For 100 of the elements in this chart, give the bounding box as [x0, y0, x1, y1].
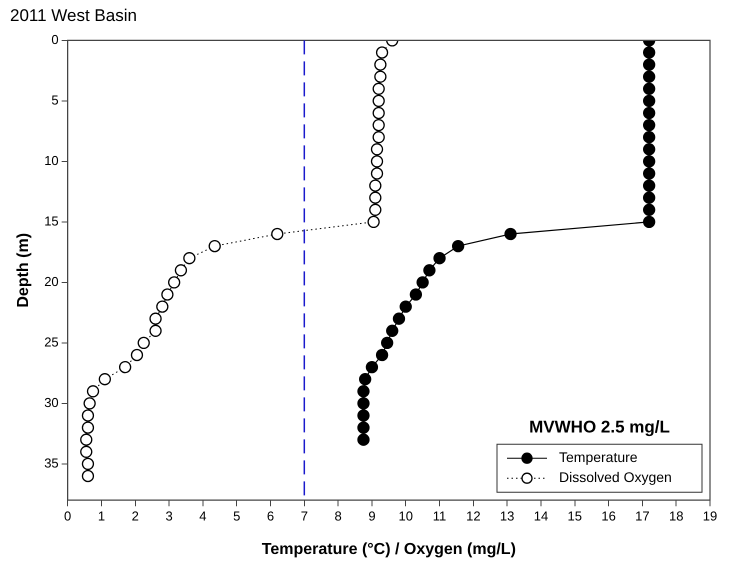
x-tick-label: 17 [635, 508, 650, 524]
point [642, 58, 656, 71]
x-tick-label: 13 [500, 508, 514, 524]
chart-title: 2011 West Basin [10, 6, 137, 25]
point [374, 58, 387, 71]
point [376, 348, 388, 362]
point [372, 106, 385, 120]
legend-label: Temperature [559, 449, 638, 466]
point [149, 324, 162, 337]
legend-label: Dissolved Oxygen [559, 469, 672, 486]
point [372, 94, 385, 108]
point [369, 192, 382, 204]
x-tick-label: 8 [334, 508, 342, 524]
x-axis-title: Temperature (°C) / Oxygen (mg/L) [262, 540, 516, 558]
point [386, 324, 398, 337]
point [370, 143, 384, 156]
y-tick-label: 0 [51, 32, 59, 47]
point [642, 155, 656, 168]
point [357, 385, 370, 398]
point [130, 348, 144, 362]
x-tick-label: 19 [702, 508, 718, 524]
y-tick-label: 35 [44, 455, 59, 470]
point [138, 336, 150, 350]
point [642, 106, 656, 120]
point [369, 179, 382, 192]
legend-title: MVWHO 2.5 mg/L [529, 417, 670, 436]
point [392, 312, 406, 325]
point [370, 155, 384, 168]
point [372, 131, 385, 144]
point [642, 216, 656, 228]
point [504, 228, 517, 240]
point [174, 264, 188, 276]
point [642, 94, 656, 108]
point [357, 397, 370, 410]
point [357, 409, 370, 422]
point [82, 409, 94, 422]
x-tick-label: 5 [233, 508, 240, 524]
x-tick-label: 4 [199, 508, 207, 524]
point [369, 204, 382, 216]
x-tick-label: 11 [432, 508, 446, 524]
point [80, 434, 92, 446]
x-tick-label: 15 [568, 508, 582, 524]
point [642, 70, 656, 83]
point [118, 360, 132, 374]
x-tick-label: 12 [466, 508, 481, 524]
point [642, 192, 656, 204]
point [359, 373, 372, 386]
point [642, 204, 656, 216]
x-tick-label: 18 [668, 508, 684, 524]
point [433, 252, 446, 264]
point [82, 470, 94, 482]
point [208, 240, 221, 252]
x-tick-label: 6 [266, 508, 274, 524]
point [410, 288, 422, 301]
point [376, 46, 388, 59]
point [374, 70, 387, 83]
point [83, 397, 96, 410]
point [642, 46, 656, 59]
point [642, 131, 656, 144]
point [372, 82, 385, 95]
point [86, 385, 100, 398]
point [367, 216, 380, 228]
y-tick-label: 20 [44, 274, 59, 289]
point [183, 252, 196, 264]
point [642, 118, 656, 132]
x-tick-label: 9 [368, 508, 376, 524]
point [423, 264, 436, 276]
x-tick-label: 0 [64, 508, 72, 524]
y-tick-label: 10 [44, 152, 59, 168]
x-tick-label: 3 [165, 508, 173, 524]
y-tick-label: 5 [51, 92, 59, 108]
x-tick-label: 2 [132, 508, 139, 524]
point [642, 167, 656, 180]
x-tick-label: 16 [601, 508, 616, 524]
point [416, 276, 429, 289]
point [82, 458, 94, 470]
point [80, 446, 92, 458]
point [366, 360, 378, 374]
point [357, 434, 370, 446]
point [271, 228, 284, 240]
point [149, 312, 162, 325]
point [357, 421, 370, 434]
point [642, 143, 656, 156]
point [380, 336, 394, 350]
y-tick-label: 30 [44, 394, 59, 410]
point [370, 167, 384, 180]
point [161, 288, 174, 301]
point [372, 118, 385, 132]
y-axis-title: Depth (m) [15, 232, 32, 308]
y-tick-label: 15 [44, 213, 59, 228]
point [168, 276, 180, 289]
x-tick-label: 7 [300, 508, 308, 524]
y-tick-label: 25 [44, 334, 59, 350]
x-tick-label: 14 [534, 508, 548, 524]
point [400, 300, 412, 313]
point [642, 82, 656, 95]
point [98, 373, 111, 386]
point [156, 300, 168, 313]
x-tick-label: 1 [98, 508, 106, 524]
x-tick-label: 10 [398, 508, 413, 524]
